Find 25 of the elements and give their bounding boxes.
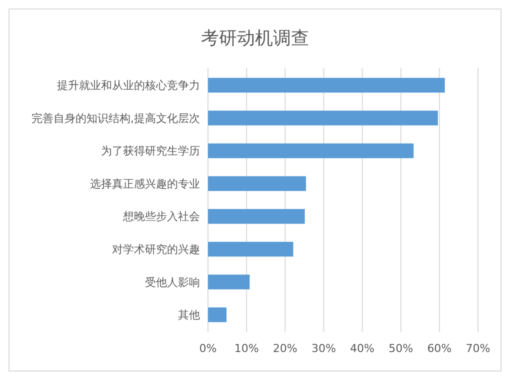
bar <box>208 307 227 322</box>
bar <box>208 143 414 158</box>
bar <box>208 176 306 191</box>
bar <box>208 242 294 257</box>
x-tick-label: 30% <box>311 342 336 355</box>
y-tick-label: 对学术研究的兴趣 <box>112 243 200 256</box>
x-tick-label: 10% <box>234 342 259 355</box>
y-tick-label: 受他人影响 <box>145 276 200 289</box>
x-tick-label: 60% <box>427 342 452 355</box>
x-tick-label: 0% <box>199 342 217 355</box>
bar <box>208 209 305 224</box>
bar <box>208 274 250 290</box>
y-tick-label: 提升就业和从业的核心竞争力 <box>57 79 200 92</box>
bar <box>208 78 445 93</box>
x-tick-label: 40% <box>350 342 375 355</box>
chart-title: 考研动机调查 <box>201 28 309 49</box>
x-tick-label: 20% <box>272 342 298 355</box>
x-tick-label: 50% <box>388 342 414 355</box>
y-tick-label: 为了获得研究生学历 <box>101 144 200 158</box>
y-tick-label: 想晚些步入社会 <box>122 210 200 224</box>
y-tick-label: 其他 <box>178 308 200 322</box>
y-tick-label: 选择真正感兴趣的专业 <box>90 177 200 190</box>
x-tick-label: 70% <box>466 342 490 355</box>
y-tick-label: 完善自身的知识结构,提高文化层次 <box>32 112 200 125</box>
bar <box>208 110 438 126</box>
